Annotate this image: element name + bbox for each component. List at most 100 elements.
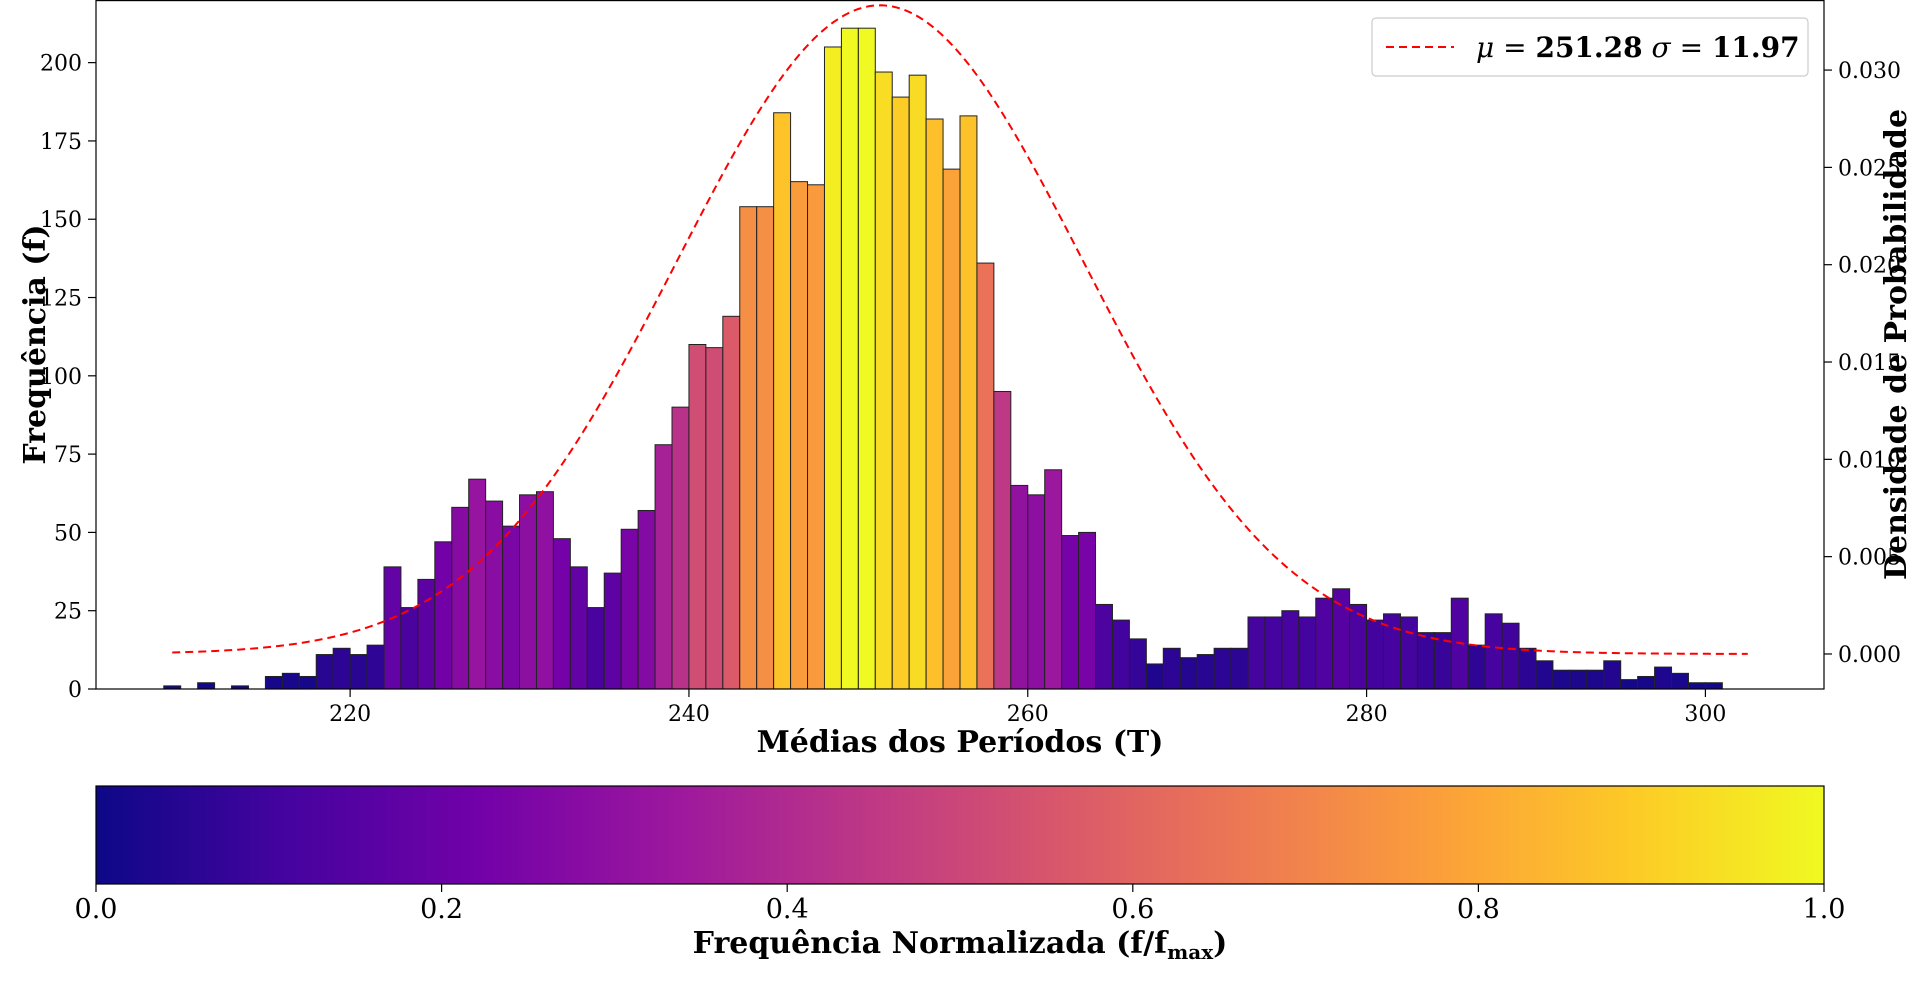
histogram-bar xyxy=(1298,616,1317,690)
histogram-bar xyxy=(823,46,842,690)
histogram-bar xyxy=(840,27,859,690)
histogram-bar xyxy=(1552,669,1571,690)
y-tick-label: 150 xyxy=(40,208,82,233)
histogram-bar xyxy=(1044,469,1063,690)
histogram-bar xyxy=(756,206,775,690)
y2-tick-label: 0.000 xyxy=(1838,643,1901,668)
y-tick-label: 125 xyxy=(40,287,82,312)
histogram-bar xyxy=(1315,597,1334,690)
histogram-bar xyxy=(535,491,554,690)
x-axis-title: Médias dos Períodos (T) xyxy=(757,725,1164,760)
colorbar-tick-label: 0.0 xyxy=(75,894,118,925)
histogram-bar xyxy=(1230,647,1249,690)
histogram-bar xyxy=(1416,632,1435,690)
legend-box xyxy=(1371,17,1809,77)
histogram-bar xyxy=(1010,484,1029,690)
histogram-bar xyxy=(857,27,876,690)
histogram-bar xyxy=(637,509,656,690)
legend-mu-equals: = xyxy=(1494,31,1535,64)
x-tick-label: 240 xyxy=(668,702,710,727)
x-tick-label: 280 xyxy=(1346,702,1388,727)
legend: μ = 251.28 σ = 11.97 xyxy=(1371,17,1809,77)
histogram-bar xyxy=(1687,682,1706,690)
y-tick-label: 0 xyxy=(68,678,82,703)
y2-tick-label: 0.015 xyxy=(1838,351,1901,376)
histogram-bar xyxy=(1027,494,1046,690)
x-tick-label: 220 xyxy=(329,702,371,727)
colorbar-title-end: ) xyxy=(1213,926,1227,961)
histogram-bar xyxy=(959,115,978,690)
y2-axis-title: Densidade de Probabilidade xyxy=(1879,109,1914,580)
y2-tick-label: 0.025 xyxy=(1838,156,1901,181)
y-axis-title: Frequência (f) xyxy=(18,224,53,464)
histogram-bar xyxy=(1569,669,1588,690)
y2-tick-label: 0.020 xyxy=(1838,254,1901,279)
histogram-bar xyxy=(671,406,690,690)
histogram-bar xyxy=(1637,675,1656,690)
histogram-bar xyxy=(1264,616,1283,690)
x-axis-ticks: 220 240 260 280 300 xyxy=(329,689,1726,727)
histogram-bar xyxy=(468,478,487,690)
histogram-bar xyxy=(1467,644,1486,690)
histogram-bar xyxy=(1399,616,1418,690)
histogram-bar xyxy=(1349,603,1368,690)
histogram-bar xyxy=(1671,672,1689,690)
histogram-bar xyxy=(366,644,385,690)
colorbar-tick-label: 0.8 xyxy=(1457,894,1500,925)
histogram-bar xyxy=(400,607,419,690)
colorbar-title-sub: max xyxy=(1167,940,1214,964)
histogram-bar xyxy=(1704,682,1723,690)
histogram-bar xyxy=(519,494,537,690)
colorbar-title: Frequência Normalizada (f/fmax) xyxy=(693,926,1228,964)
legend-sigma-equals: = xyxy=(1671,31,1712,64)
histogram-bar xyxy=(1162,647,1181,690)
histogram-bar xyxy=(705,347,724,690)
legend-entry: μ = 251.28 σ = 11.97 xyxy=(1476,31,1800,64)
x-tick-label: 260 xyxy=(1007,702,1049,727)
y2-tick-label: 0.010 xyxy=(1838,448,1901,473)
histogram-bar xyxy=(1179,657,1198,690)
histogram-bar xyxy=(790,181,809,690)
y-tick-label: 25 xyxy=(54,600,82,625)
colorbar xyxy=(95,785,1825,885)
histogram-bar xyxy=(197,682,216,690)
histogram-bar xyxy=(1196,654,1215,690)
histogram-bar xyxy=(976,262,995,690)
legend-sigma-symbol: σ xyxy=(1652,31,1672,64)
colorbar-tick-label: 0.2 xyxy=(420,894,463,925)
histogram-bar xyxy=(688,344,707,690)
histogram-bar xyxy=(1061,535,1080,690)
y-tick-label: 75 xyxy=(54,443,82,468)
colorbar-tick-label: 0.4 xyxy=(766,894,809,925)
histogram-bar xyxy=(332,647,351,690)
histogram-bar xyxy=(552,538,571,690)
legend-sigma-value: 11.97 xyxy=(1712,31,1800,64)
bars xyxy=(163,27,1723,690)
histogram-bar xyxy=(434,541,453,690)
y-axis-ticks: 0 25 50 75 100 125 150 175 200 xyxy=(40,52,96,703)
plot-frame xyxy=(95,0,1825,690)
histogram-bar xyxy=(264,675,283,690)
normal-pdf-curve xyxy=(172,4,1748,655)
legend-mu-symbol: μ xyxy=(1476,31,1494,64)
histogram-bar xyxy=(1535,660,1554,690)
histogram-bar xyxy=(1586,669,1605,690)
histogram-bar xyxy=(1145,663,1164,690)
histogram-bar xyxy=(908,74,927,690)
y-tick-label: 100 xyxy=(40,365,82,390)
histogram-bar xyxy=(620,528,639,690)
histogram-bar xyxy=(315,654,334,690)
histogram-bar xyxy=(298,675,317,690)
x-tick-label: 300 xyxy=(1684,702,1726,727)
histogram-bar xyxy=(891,96,910,690)
histogram-bar xyxy=(451,506,470,690)
histogram-bar xyxy=(485,500,504,690)
histogram-bar xyxy=(1128,638,1147,690)
histogram-bar xyxy=(281,672,300,690)
histogram-bar xyxy=(722,315,741,690)
histogram-bar xyxy=(1213,647,1232,690)
histogram-bar xyxy=(1247,616,1266,690)
y-tick-label: 200 xyxy=(40,52,82,77)
histogram-bar xyxy=(993,390,1012,690)
